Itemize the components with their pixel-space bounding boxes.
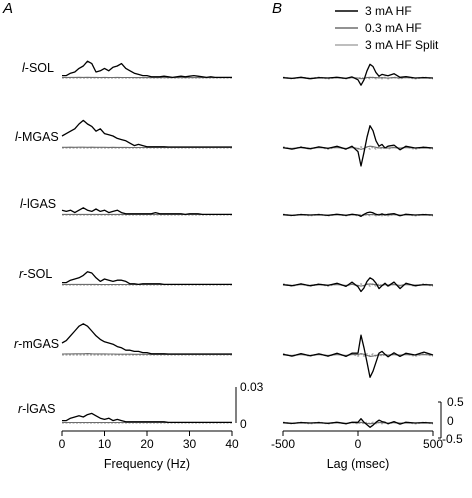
row-label-3: r-SOL — [19, 267, 52, 281]
row-label-1-suffix: -MGAS — [18, 130, 59, 144]
panel-a-trace-r-sol-3-ma-hf — [62, 271, 232, 286]
panel-b-trace-l-lgas-3-ma-hf — [282, 211, 434, 218]
panel-a-letter: A — [2, 0, 13, 17]
panel-a-trace-l-mgas-3-ma-hf — [61, 119, 232, 148]
row-label-1-prefix: l — [15, 130, 19, 144]
row-label-5-suffix: -lGAS — [22, 402, 55, 416]
panel-a-traces — [61, 60, 232, 424]
panel-b-scale-mid-label: 0 — [447, 414, 454, 428]
panel-a-tick-label-0: 0 — [59, 437, 66, 451]
row-label-3-prefix: r — [19, 267, 24, 281]
panel-b-x-axis: -500 0 500 Lag (msec) — [271, 430, 443, 471]
panel-a-x-axis: 0 10 20 30 40 Frequency (Hz) — [59, 430, 239, 471]
panel-b-scale-bar: 0.5 0 -0.5 — [438, 395, 464, 446]
row-label-2-suffix: -lGAS — [23, 197, 56, 211]
panel-a-tick-label-3: 30 — [183, 437, 197, 451]
panel-a-trace-r-mgas-3-ma-hf — [61, 323, 232, 355]
panel-a-tick-label-1: 10 — [98, 437, 112, 451]
panel-a-trace-r-lgas-3-ma-hf — [62, 412, 232, 424]
panel-b-traces — [282, 63, 434, 428]
panel-a-x-label: Frequency (Hz) — [104, 457, 190, 471]
panel-b-trace-r-lgas-3-ma-hf — [282, 418, 434, 428]
panel-a-scale-bar: 0.03 0 — [235, 380, 264, 431]
panel-b-letter: B — [272, 0, 282, 17]
row-label-2: l-lGAS — [20, 197, 56, 211]
panel-b-trace-r-mgas-3-ma-hf — [282, 334, 434, 378]
panel-a-tick-label-4: 40 — [225, 437, 239, 451]
panel-b-scale-bottom-label: -0.5 — [442, 432, 463, 446]
legend-label-1: 0.3 mA HF — [365, 21, 422, 35]
row-label-4: r-mGAS — [14, 337, 59, 351]
panel-b-tick-label-2: 500 — [423, 437, 443, 451]
legend-label-2: 3 mA HF Split — [365, 38, 439, 52]
row-label-5-prefix: r — [18, 402, 23, 416]
panel-b-trace-r-sol-3-ma-hf — [282, 277, 434, 293]
panel-a-trace-l-sol-3-ma-hf — [62, 60, 232, 79]
panel-b-trace-l-mgas-3-ma-hf — [282, 125, 434, 167]
panel-a-tick-label-2: 20 — [140, 437, 154, 451]
row-label-0-suffix: -SOL — [25, 61, 54, 75]
row-label-4-prefix: r — [14, 337, 19, 351]
legend-label-0: 3 mA HF — [365, 4, 412, 18]
legend: 3 mA HF 0.3 mA HF 3 mA HF Split — [335, 4, 439, 52]
panel-b-tick-label-1: 0 — [355, 437, 362, 451]
row-label-1: l-MGAS — [15, 130, 59, 144]
row-label-3-suffix: -SOL — [23, 267, 52, 281]
panel-a-trace-l-lgas-3-ma-hf — [61, 207, 232, 216]
panel-b-scale-top-label: 0.5 — [447, 395, 464, 409]
row-label-0: l-SOL — [22, 61, 54, 75]
panel-b-tick-label-0: -500 — [271, 437, 295, 451]
row-label-4-suffix: -mGAS — [18, 337, 59, 351]
panel-a-scale-bottom-label: 0 — [240, 417, 247, 431]
row-labels: l-SOL l-MGAS l-lGAS r-SOL r-mGAS r-lGAS — [14, 61, 59, 416]
row-label-0-prefix: l — [22, 61, 26, 75]
row-label-5: r-lGAS — [18, 402, 56, 416]
panel-a-scale-top-label: 0.03 — [240, 380, 264, 394]
panel-b-x-label: Lag (msec) — [327, 457, 390, 471]
row-label-2-prefix: l — [20, 197, 24, 211]
panel-b-trace-l-sol-3-ma-hf — [282, 63, 434, 86]
